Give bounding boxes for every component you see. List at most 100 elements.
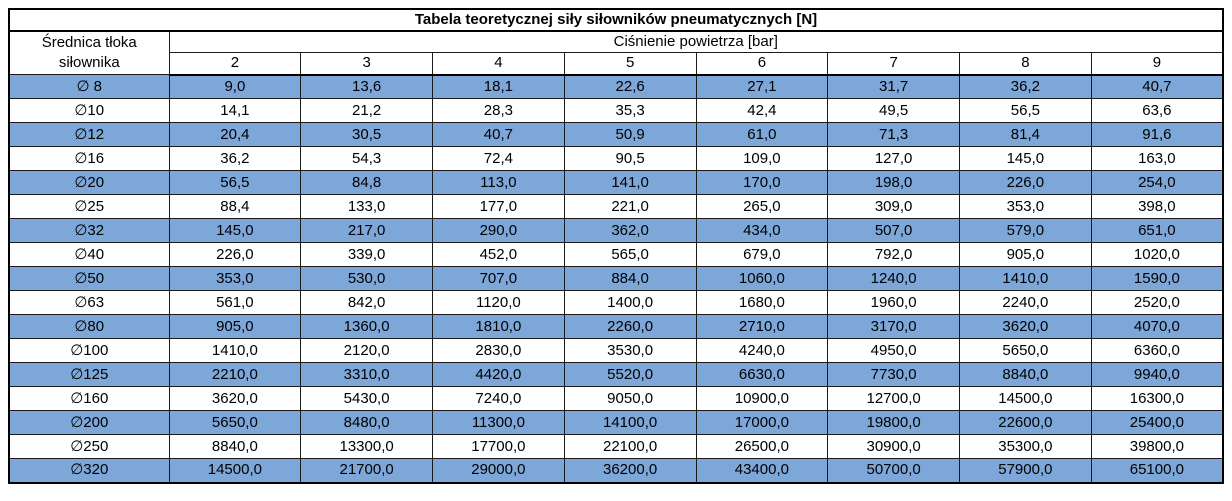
diameter-cell: ∅ 8 bbox=[8, 74, 170, 99]
force-cell: 265,0 bbox=[695, 194, 829, 219]
force-cell: 9,0 bbox=[168, 74, 302, 99]
force-cell: 434,0 bbox=[695, 218, 829, 243]
force-cell: 1410,0 bbox=[168, 338, 302, 363]
force-cell: 13300,0 bbox=[300, 434, 433, 459]
table-row: ∅63 561,0 842,0 1120,0 1400,0 1680,0 1960,0 224… bbox=[8, 290, 1224, 315]
force-cell: 561,0 bbox=[168, 290, 302, 315]
diameter-cell: ∅16 bbox=[8, 146, 170, 171]
force-cell: 353,0 bbox=[959, 194, 1092, 219]
force-cell: 20,4 bbox=[168, 122, 302, 147]
force-cell: 170,0 bbox=[695, 170, 829, 195]
force-cell: 226,0 bbox=[959, 170, 1092, 195]
diameter-cell: ∅50 bbox=[8, 266, 170, 291]
diameter-cell: ∅320 bbox=[8, 458, 170, 483]
table-row: ∅10 14,1 21,2 28,3 35,3 42,4 49,5 56,5 63,6 bbox=[8, 98, 1224, 123]
force-cell: 61,0 bbox=[695, 122, 829, 147]
force-cell: 17000,0 bbox=[695, 410, 829, 435]
force-cell: 4240,0 bbox=[695, 338, 829, 363]
force-cell: 16300,0 bbox=[1090, 386, 1224, 411]
force-cell: 21,2 bbox=[300, 98, 433, 123]
force-cell: 3530,0 bbox=[563, 338, 697, 363]
force-cell: 22,6 bbox=[563, 74, 697, 99]
force-cell: 19800,0 bbox=[827, 410, 960, 435]
force-cell: 81,4 bbox=[959, 122, 1092, 147]
force-cell: 2830,0 bbox=[432, 338, 565, 363]
force-cell: 28,3 bbox=[432, 98, 565, 123]
force-cell: 36,2 bbox=[959, 74, 1092, 99]
force-cell: 21700,0 bbox=[300, 458, 433, 483]
force-cell: 27,1 bbox=[695, 74, 829, 99]
force-cell: 198,0 bbox=[827, 170, 960, 195]
pressure-column-header: 2 bbox=[168, 52, 302, 76]
force-cell: 90,5 bbox=[563, 146, 697, 171]
force-cell: 905,0 bbox=[168, 314, 302, 339]
force-cell: 35300,0 bbox=[959, 434, 1092, 459]
header-group-row: Średnica tłoka siłownika Ciśnienie powie… bbox=[8, 30, 1224, 75]
force-cell: 2120,0 bbox=[300, 338, 433, 363]
pressure-column-header: 6 bbox=[695, 52, 829, 76]
title-row: Tabela teoretycznej siły siłowników pneu… bbox=[8, 8, 1224, 32]
table-header: Tabela teoretycznej siły siłowników pneu… bbox=[8, 8, 1224, 76]
diameter-cell: ∅40 bbox=[8, 242, 170, 267]
force-cell: 679,0 bbox=[695, 242, 829, 267]
force-cell: 5430,0 bbox=[300, 386, 433, 411]
pressure-column-header: 9 bbox=[1090, 52, 1224, 76]
force-cell: 72,4 bbox=[432, 146, 565, 171]
table-row: ∅ 8 9,0 13,6 18,1 22,6 27,1 31,7 36,2 40,7 bbox=[8, 74, 1224, 99]
diameter-cell: ∅63 bbox=[8, 290, 170, 315]
diameter-cell: ∅10 bbox=[8, 98, 170, 123]
force-cell: 14500,0 bbox=[168, 458, 302, 483]
force-cell: 362,0 bbox=[563, 218, 697, 243]
force-cell: 25400,0 bbox=[1090, 410, 1224, 435]
force-cell: 22100,0 bbox=[563, 434, 697, 459]
pressure-values-row: 2 3 4 5 6 7 8 9 bbox=[9, 52, 1224, 76]
table-row: ∅50 353,0 530,0 707,0 884,0 1060,0 1240,0 1410,… bbox=[8, 266, 1224, 291]
force-cell: 792,0 bbox=[827, 242, 960, 267]
force-cell: 8840,0 bbox=[168, 434, 302, 459]
force-cell: 2240,0 bbox=[959, 290, 1092, 315]
force-cell: 1060,0 bbox=[695, 266, 829, 291]
force-cell: 905,0 bbox=[959, 242, 1092, 267]
force-cell: 26500,0 bbox=[695, 434, 829, 459]
force-cell: 40,7 bbox=[1090, 74, 1224, 99]
force-cell: 13,6 bbox=[300, 74, 433, 99]
force-cell: 842,0 bbox=[300, 290, 433, 315]
table-row: ∅16 36,2 54,3 72,4 90,5 109,0 127,0 145,0 163,0 bbox=[8, 146, 1224, 171]
force-cell: 398,0 bbox=[1090, 194, 1224, 219]
force-cell: 1960,0 bbox=[827, 290, 960, 315]
force-cell: 29000,0 bbox=[432, 458, 565, 483]
table-row: ∅25 88,4 133,0 177,0 221,0 265,0 309,0 353,0 398… bbox=[8, 194, 1224, 219]
force-cell: 309,0 bbox=[827, 194, 960, 219]
force-cell: 2710,0 bbox=[695, 314, 829, 339]
force-cell: 113,0 bbox=[432, 170, 565, 195]
force-cell: 9050,0 bbox=[563, 386, 697, 411]
table-body: ∅ 8 9,0 13,6 18,1 22,6 27,1 31,7 36,2 40,7 ∅10 14,… bbox=[8, 74, 1224, 483]
table-row: ∅320 14500,0 21700,0 29000,0 36200,0 43400,0 5… bbox=[8, 458, 1224, 483]
force-cell: 8840,0 bbox=[959, 362, 1092, 387]
diameter-cell: ∅250 bbox=[8, 434, 170, 459]
pressure-column-header: 4 bbox=[432, 52, 565, 76]
force-cell: 56,5 bbox=[168, 170, 302, 195]
force-cell: 163,0 bbox=[1090, 146, 1224, 171]
diameter-cell: ∅20 bbox=[8, 170, 170, 195]
force-cell: 30,5 bbox=[300, 122, 433, 147]
force-cell: 12700,0 bbox=[827, 386, 960, 411]
force-cell: 1810,0 bbox=[432, 314, 565, 339]
force-cell: 10900,0 bbox=[695, 386, 829, 411]
diameter-cell: ∅32 bbox=[8, 218, 170, 243]
diameter-cell: ∅125 bbox=[8, 362, 170, 387]
force-cell: 54,3 bbox=[300, 146, 433, 171]
force-cell: 71,3 bbox=[827, 122, 960, 147]
force-cell: 65100,0 bbox=[1090, 458, 1224, 483]
force-cell: 884,0 bbox=[563, 266, 697, 291]
table-row: ∅100 1410,0 2120,0 2830,0 3530,0 4240,0 4950,0… bbox=[8, 338, 1224, 363]
table-row: ∅80 905,0 1360,0 1810,0 2260,0 2710,0 3170,0 36… bbox=[8, 314, 1224, 339]
force-cell: 40,7 bbox=[432, 122, 565, 147]
force-cell: 290,0 bbox=[432, 218, 565, 243]
table-row: ∅250 8840,0 13300,0 17700,0 22100,0 26500,0 30… bbox=[8, 434, 1224, 459]
force-cell: 14500,0 bbox=[959, 386, 1092, 411]
force-cell: 5650,0 bbox=[168, 410, 302, 435]
force-cell: 36,2 bbox=[168, 146, 302, 171]
diameter-cell: ∅160 bbox=[8, 386, 170, 411]
force-cell: 217,0 bbox=[300, 218, 433, 243]
